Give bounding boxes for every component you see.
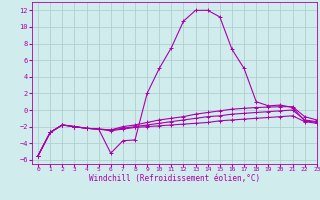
X-axis label: Windchill (Refroidissement éolien,°C): Windchill (Refroidissement éolien,°C) xyxy=(89,174,260,183)
